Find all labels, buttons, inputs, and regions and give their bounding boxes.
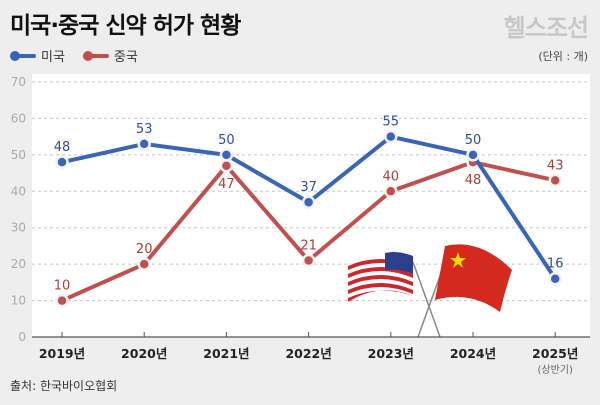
x-tick-label: 2020년 (121, 346, 167, 361)
y-tick-label: 60 (11, 111, 26, 125)
x-tick-label: 2021년 (203, 346, 249, 361)
data-label: 55 (383, 115, 400, 130)
y-tick-label: 10 (11, 294, 26, 308)
data-label: 37 (300, 180, 317, 195)
legend-label-us: 미국 (41, 50, 65, 65)
data-label: 10 (54, 279, 71, 294)
data-point (137, 137, 151, 151)
y-tick-label: 50 (11, 148, 26, 162)
y-tick-label: 20 (11, 257, 26, 271)
data-point (219, 148, 234, 162)
data-point (219, 159, 234, 173)
data-label: 20 (136, 242, 153, 257)
x-tick-label: 2025년 (532, 346, 578, 361)
data-label: 50 (218, 133, 235, 148)
data-label: 40 (383, 169, 400, 184)
legend-swatch-us (10, 50, 36, 62)
legend-swatch-china (82, 50, 109, 62)
data-point (466, 148, 480, 162)
data-point (384, 129, 398, 144)
data-label: 47 (218, 177, 235, 192)
data-point (55, 155, 69, 169)
data-point (548, 271, 562, 286)
us-flag-icon (348, 252, 413, 302)
x-tick-label: 2023년 (368, 346, 414, 361)
y-tick-label: 40 (11, 184, 26, 198)
data-label: 50 (465, 133, 482, 148)
legend: 미국 중국 (10, 46, 138, 65)
chart-title: 미국·중국 신약 허가 현황 (10, 13, 241, 39)
data-point (137, 257, 151, 271)
data-point (301, 253, 316, 268)
x-tick-note: (상반기) (537, 364, 573, 376)
flags-illustration (348, 244, 512, 338)
logo: 헬스조선 (503, 14, 589, 42)
china-flag-icon (435, 244, 512, 312)
data-label: 48 (465, 173, 482, 188)
us-flag-pole (412, 261, 441, 338)
data-label: 53 (136, 122, 153, 137)
legend-label-china: 중국 (113, 50, 138, 65)
data-label: 16 (547, 257, 564, 272)
y-tick-label: 0 (18, 330, 26, 344)
x-tick-label: 2024년 (450, 346, 496, 361)
x-tick-label: 2019년 (39, 346, 85, 361)
data-point (384, 184, 398, 199)
source-note: 출처: 한국바이오협회 (10, 379, 118, 393)
y-tick-label: 30 (11, 221, 26, 235)
legend-item-us: 미국 (10, 46, 65, 65)
x-tick-label: 2022년 (285, 346, 331, 361)
data-point (55, 293, 69, 308)
data-label: 21 (300, 239, 317, 254)
unit-label: (단위 : 개) (538, 50, 588, 63)
data-label: 43 (547, 158, 564, 173)
legend-item-china: 중국 (82, 46, 138, 65)
data-label: 48 (54, 140, 71, 155)
y-tick-label: 70 (11, 75, 26, 89)
data-point (548, 173, 562, 188)
data-point (301, 195, 316, 209)
